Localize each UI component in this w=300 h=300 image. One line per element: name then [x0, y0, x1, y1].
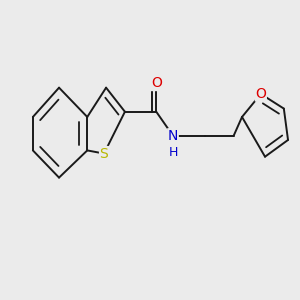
Text: N: N — [168, 129, 178, 143]
Text: O: O — [255, 87, 266, 101]
Text: S: S — [100, 147, 108, 160]
Text: H: H — [168, 146, 178, 159]
Text: O: O — [151, 76, 162, 91]
